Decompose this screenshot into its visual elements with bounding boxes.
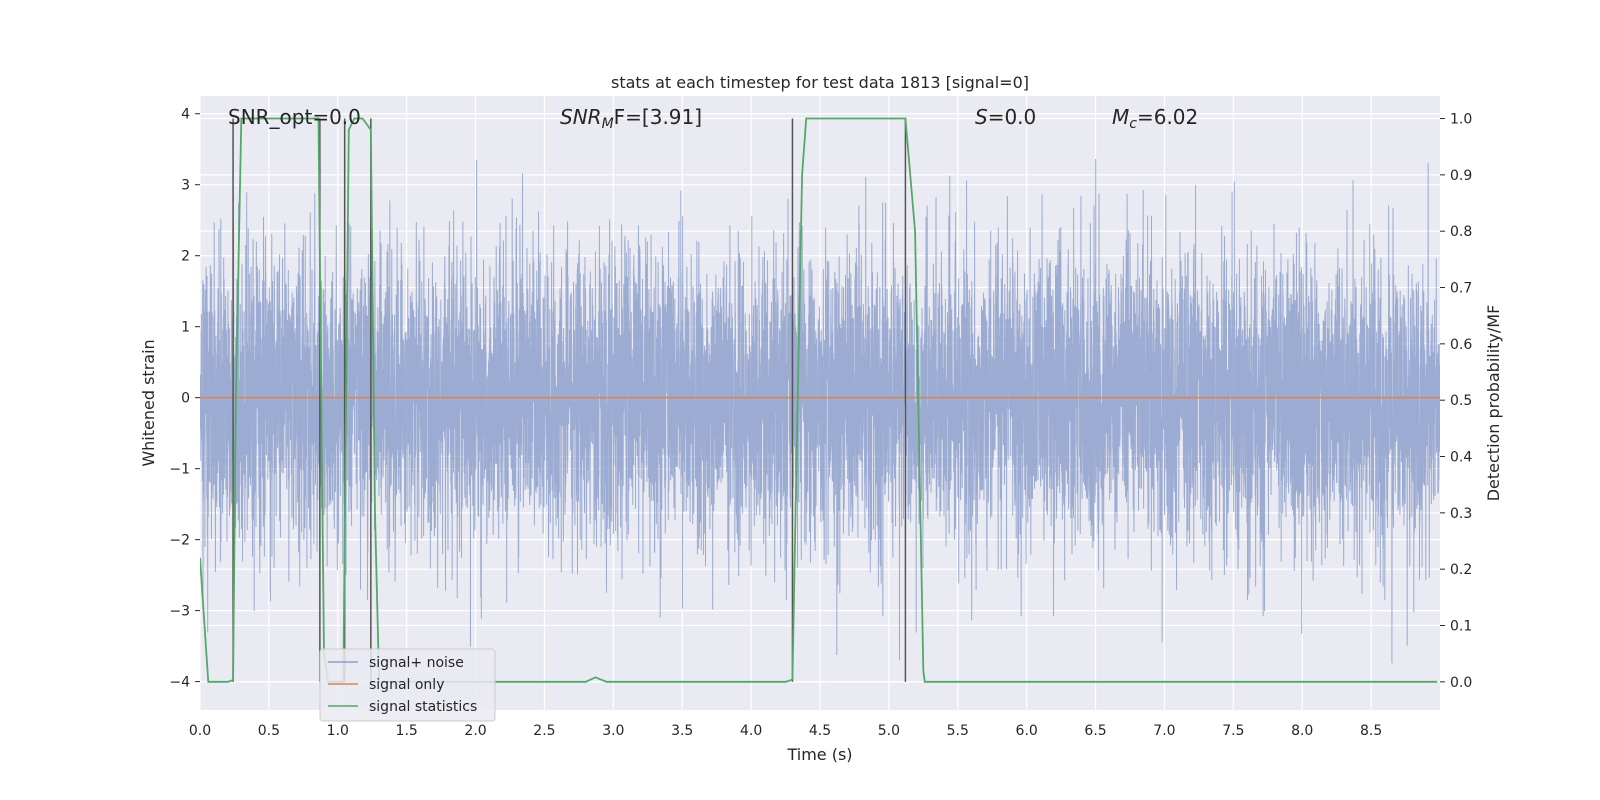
s-symbol: S [975,105,988,129]
x-tick-label: 7.0 [1153,723,1175,739]
mc-value: =6.02 [1137,105,1198,129]
x-tick-label: 8.5 [1360,723,1382,739]
series-layer [200,117,1440,683]
snr-mf-symbol: SNR [560,105,602,129]
y-tick-label-right: 0.3 [1450,506,1472,522]
x-tick-label: 2.5 [533,723,555,739]
chart-title: stats at each timestep for test data 181… [611,73,1029,92]
y-tick-label-left: −1 [169,462,190,478]
series-signal-noise [200,158,1440,664]
annotation-snr-opt: SNR_opt=0.0 [228,105,361,129]
x-tick-label: 5.5 [947,723,969,739]
x-tick-label: 3.0 [602,723,624,739]
y-tick-label-left: −3 [169,604,190,620]
y-tick-label-right: 0.8 [1450,224,1472,240]
x-tick-label: 8.0 [1291,723,1313,739]
legend-label-signal-only: signal only [369,677,444,693]
x-tick-label: 1.5 [396,723,418,739]
y-tick-label-left: 1 [181,320,190,336]
y-tick-label-right: 0.4 [1450,450,1472,466]
y-tick-label-left: 2 [181,249,190,265]
y-tick-label-right: 1.0 [1450,112,1472,128]
y-tick-label-left: 3 [181,178,190,194]
legend-label-signal-statistics: signal statistics [369,699,477,715]
y-tick-label-left: −2 [169,533,190,549]
series-signal-statistics [200,117,1438,683]
x-axis-title: Time (s) [786,745,852,764]
x-tick-label: 4.5 [809,723,831,739]
y-tick-label-right: 0.7 [1450,281,1472,297]
mc-subscript: c [1129,116,1137,132]
ticks: 0.0 0.5 1.0 1.5 2.0 2.5 3.0 3.5 4.0 4.5 5.0 5.5 6.0 6… [169,107,1472,739]
legend-box [319,648,496,722]
x-tick-label: 7.5 [1222,723,1244,739]
s-value: =0.0 [988,105,1037,129]
x-tick-label: 0.5 [258,723,280,739]
annotation-snr-mf: SNRMF=[3.91] [560,105,702,132]
x-tick-label: 1.0 [327,723,349,739]
x-tick-label: 3.5 [671,723,693,739]
mc-symbol: M [1112,105,1129,129]
y-tick-label-right: 0.1 [1450,619,1472,635]
y-tick-label-right: 0.6 [1450,337,1472,353]
y-tick-label-left: 0 [181,391,190,407]
y-tick-label-left: 4 [181,107,190,123]
annotation-mc: Mc=6.02 [1112,105,1198,132]
x-tick-label: 4.0 [740,723,762,739]
legend: signal+ noise signal only signal statist… [319,648,496,722]
y-tick-label-left: −4 [169,675,190,691]
x-tick-label: 5.0 [878,723,900,739]
x-tick-label: 0.0 [189,723,211,739]
x-tick-label: 6.0 [1016,723,1038,739]
snr-mf-subscript: M [602,116,614,132]
y-tick-label-right: 0.0 [1450,675,1472,691]
y-axis-title-right: Detection probability/MF [1484,305,1503,502]
x-tick-label: 2.0 [464,723,486,739]
y-tick-label-right: 0.2 [1450,562,1472,578]
snr-mf-value: F=[3.91] [614,105,702,129]
legend-label-signal-noise: signal+ noise [369,655,464,671]
annotation-s: S=0.0 [975,105,1036,129]
y-tick-label-right: 0.5 [1450,393,1472,409]
y-tick-label-right: 0.9 [1450,168,1472,184]
x-tick-label: 6.5 [1084,723,1106,739]
y-axis-title-left: Whitened strain [139,339,158,466]
